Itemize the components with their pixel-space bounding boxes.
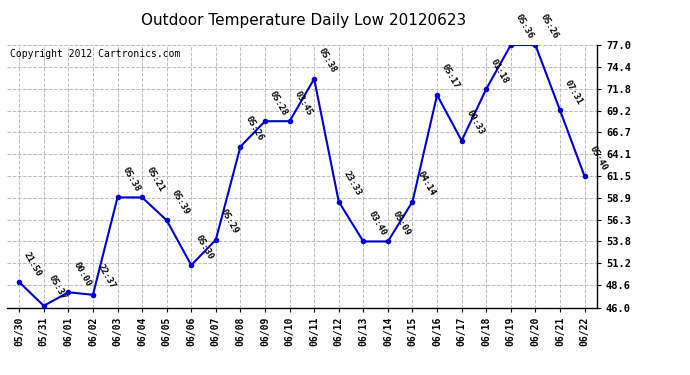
Text: 05:40: 05:40 [587, 144, 609, 172]
Text: 07:31: 07:31 [563, 78, 584, 106]
Text: 05:30: 05:30 [194, 233, 215, 261]
Text: 05:38: 05:38 [317, 47, 338, 75]
Text: 05:28: 05:28 [268, 89, 289, 117]
Text: 03:40: 03:40 [366, 210, 388, 237]
Text: 05:29: 05:29 [219, 208, 240, 236]
Text: Outdoor Temperature Daily Low 20120623: Outdoor Temperature Daily Low 20120623 [141, 13, 466, 28]
Text: 05:39: 05:39 [170, 188, 191, 216]
Text: 00:00: 00:00 [71, 260, 92, 288]
Text: 22:37: 22:37 [96, 263, 117, 291]
Text: Copyright 2012 Cartronics.com: Copyright 2012 Cartronics.com [10, 49, 180, 59]
Text: 03:45: 03:45 [293, 89, 314, 117]
Text: 04:14: 04:14 [415, 170, 437, 197]
Text: 05:38: 05:38 [121, 165, 141, 193]
Text: 01:18: 01:18 [489, 57, 511, 85]
Text: 05:21: 05:21 [145, 165, 166, 193]
Text: 05:37: 05:37 [47, 274, 68, 302]
Text: 05:09: 05:09 [391, 210, 412, 237]
Text: 00:33: 00:33 [464, 109, 486, 136]
Text: 05:36: 05:36 [514, 13, 535, 41]
Text: 05:17: 05:17 [440, 63, 461, 91]
Text: 21:50: 21:50 [22, 250, 43, 278]
Text: 23:33: 23:33 [342, 170, 363, 197]
Text: 05:26: 05:26 [244, 115, 264, 142]
Text: 05:26: 05:26 [538, 13, 560, 41]
